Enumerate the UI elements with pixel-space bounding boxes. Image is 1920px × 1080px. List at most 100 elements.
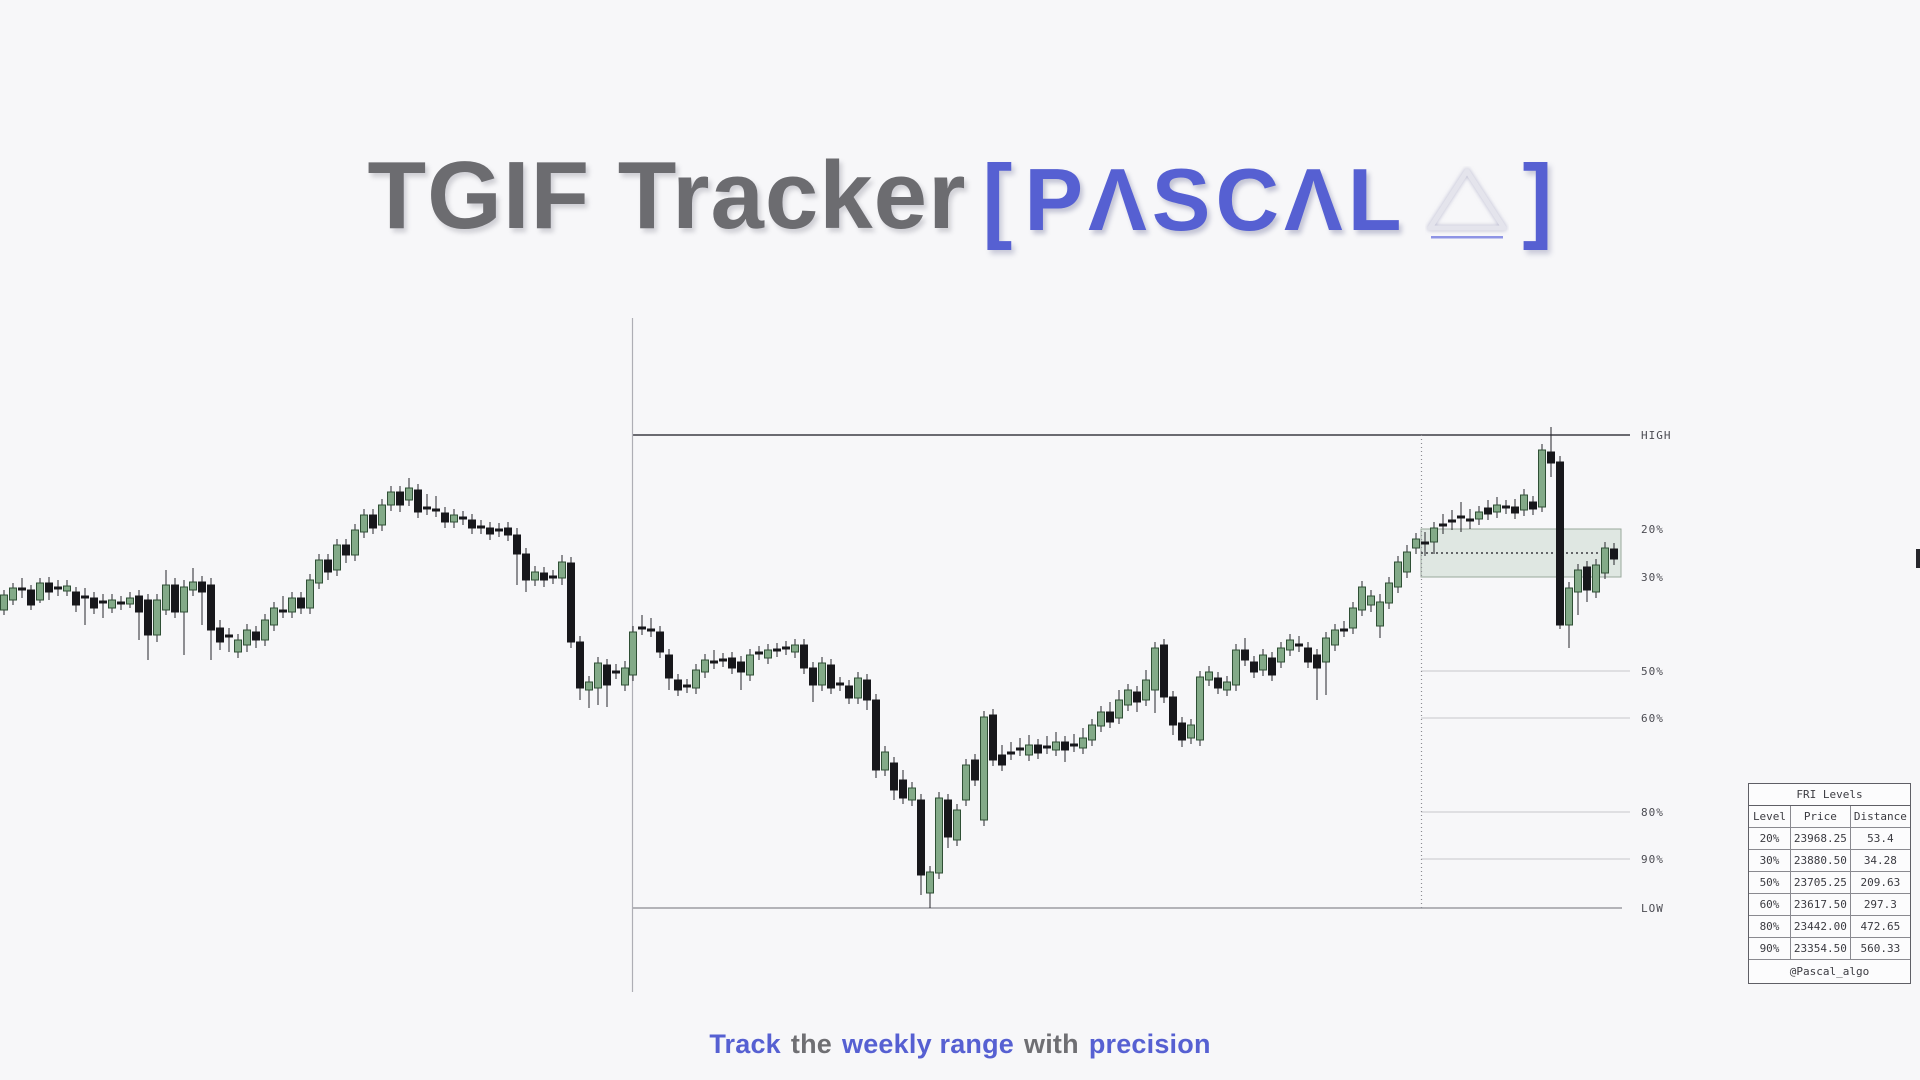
candle bbox=[1196, 676, 1204, 741]
fri-table-cell: 23617.50 bbox=[1790, 893, 1851, 916]
candle bbox=[638, 626, 646, 630]
candle bbox=[1106, 711, 1114, 723]
candle bbox=[1160, 644, 1168, 698]
candle bbox=[1358, 586, 1366, 611]
candle bbox=[1277, 647, 1285, 663]
candle bbox=[890, 762, 898, 791]
triangle-logo-icon bbox=[1425, 166, 1509, 246]
candle bbox=[207, 584, 215, 631]
candle bbox=[728, 657, 736, 669]
candle bbox=[1511, 506, 1519, 514]
candle bbox=[1151, 647, 1159, 691]
candle bbox=[836, 682, 844, 686]
candle bbox=[692, 669, 700, 689]
candle bbox=[1007, 751, 1015, 755]
fri-zone bbox=[1420, 528, 1622, 578]
candle bbox=[989, 714, 997, 761]
candle bbox=[962, 764, 970, 801]
candle bbox=[1349, 607, 1357, 629]
candle bbox=[108, 599, 116, 609]
candle bbox=[863, 679, 871, 701]
candle bbox=[1601, 547, 1609, 574]
candle bbox=[1187, 724, 1195, 739]
fri-table-row: 90% 23354.50 560.33 bbox=[1749, 937, 1910, 960]
candle bbox=[818, 662, 826, 686]
candle bbox=[1241, 649, 1249, 661]
candle bbox=[279, 609, 287, 613]
fri-table-grid: Level Price Distance 20% 23968.25 53.4 30% 238… bbox=[1749, 806, 1910, 960]
candle bbox=[90, 597, 98, 609]
candle bbox=[549, 575, 557, 579]
candle bbox=[18, 587, 26, 591]
fri-table-cell: 472.65 bbox=[1849, 915, 1910, 938]
candle bbox=[827, 664, 835, 689]
candle bbox=[369, 514, 377, 529]
candle bbox=[1214, 677, 1222, 689]
fri-table-cell: 60% bbox=[1749, 893, 1791, 916]
candle bbox=[944, 799, 952, 838]
candle bbox=[522, 553, 530, 581]
fri-levels-table: FRI Levels Level Price Distance 20% 23968.2… bbox=[1748, 783, 1911, 984]
fri-table-cell: 20% bbox=[1749, 827, 1791, 850]
candle bbox=[423, 506, 431, 510]
candle bbox=[1448, 519, 1456, 523]
candle bbox=[971, 759, 979, 781]
fri-table-cell: 23968.25 bbox=[1790, 827, 1851, 850]
candle bbox=[629, 631, 637, 676]
candle bbox=[243, 629, 251, 646]
candle bbox=[621, 667, 629, 686]
candle bbox=[1034, 744, 1042, 754]
candle bbox=[1079, 737, 1087, 749]
fri-table-cell: 90% bbox=[1749, 937, 1791, 960]
candle bbox=[333, 544, 341, 571]
candle bbox=[1052, 741, 1060, 751]
candle bbox=[1403, 551, 1411, 573]
candle bbox=[755, 651, 763, 655]
candle bbox=[1178, 722, 1186, 741]
candle bbox=[378, 504, 386, 526]
candle bbox=[872, 699, 880, 771]
candle bbox=[351, 529, 359, 556]
candle bbox=[162, 584, 170, 611]
candle bbox=[612, 670, 620, 674]
tagline: Track the weekly range with precision bbox=[0, 1029, 1920, 1060]
candle bbox=[135, 595, 143, 613]
candle bbox=[1061, 741, 1069, 751]
candle bbox=[800, 644, 808, 669]
fri-table-cell: 30% bbox=[1749, 849, 1791, 872]
candle bbox=[306, 579, 314, 609]
candle bbox=[1412, 538, 1420, 549]
candle bbox=[719, 658, 727, 662]
candle bbox=[324, 559, 332, 573]
candle bbox=[603, 664, 611, 686]
candle bbox=[701, 659, 709, 673]
tagline-part: the bbox=[790, 1029, 833, 1059]
candle bbox=[1502, 505, 1510, 509]
brand-group: [ PΛSCΛL ] bbox=[982, 152, 1552, 247]
candle bbox=[1574, 569, 1582, 593]
candle bbox=[1439, 523, 1447, 527]
candle bbox=[189, 581, 197, 591]
candle bbox=[36, 582, 44, 601]
candle bbox=[809, 667, 817, 686]
candle bbox=[899, 779, 907, 799]
candle bbox=[1547, 451, 1555, 464]
candle bbox=[791, 644, 799, 653]
candle bbox=[1133, 691, 1141, 703]
candle bbox=[270, 607, 278, 626]
candle bbox=[1421, 541, 1429, 545]
candle bbox=[1493, 504, 1501, 513]
fri-table-body: 20% 23968.25 53.4 30% 23880.50 34.28 50% 23705.… bbox=[1749, 827, 1910, 960]
candle bbox=[126, 597, 134, 605]
candle bbox=[54, 586, 62, 590]
fri-table-row: 60% 23617.50 297.3 bbox=[1749, 893, 1910, 916]
candle bbox=[683, 684, 691, 688]
candle bbox=[1529, 501, 1537, 510]
candle bbox=[1097, 711, 1105, 727]
candle bbox=[1043, 745, 1051, 749]
candle bbox=[1322, 637, 1330, 663]
candle bbox=[953, 809, 961, 841]
candle bbox=[513, 534, 521, 555]
candle bbox=[854, 677, 862, 699]
candle bbox=[99, 600, 107, 604]
